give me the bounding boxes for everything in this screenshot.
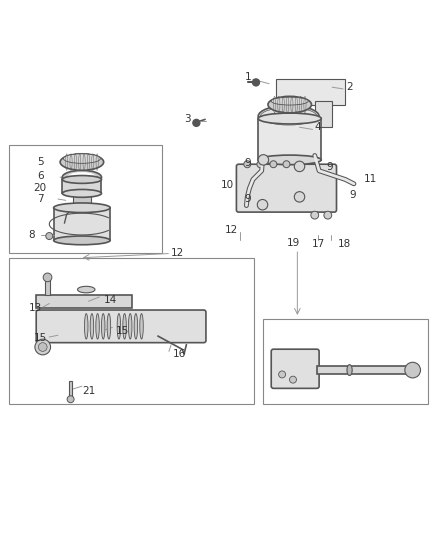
FancyBboxPatch shape (36, 310, 206, 343)
Ellipse shape (258, 106, 319, 127)
Ellipse shape (134, 313, 138, 339)
Circle shape (405, 362, 420, 378)
Bar (9, 144, 162, 254)
Circle shape (244, 161, 251, 168)
Bar (258, 118, 321, 160)
Ellipse shape (258, 155, 321, 165)
Text: 15: 15 (116, 326, 129, 336)
Ellipse shape (107, 313, 111, 339)
Ellipse shape (85, 313, 88, 339)
Circle shape (253, 79, 259, 86)
Circle shape (324, 211, 332, 219)
Circle shape (270, 161, 277, 168)
FancyBboxPatch shape (237, 164, 336, 212)
Circle shape (279, 371, 286, 378)
Text: 6: 6 (37, 172, 44, 181)
Circle shape (290, 376, 297, 383)
Bar (262, 319, 428, 403)
Ellipse shape (64, 154, 100, 163)
Bar (317, 366, 413, 374)
Text: 18: 18 (338, 239, 351, 249)
Ellipse shape (53, 203, 110, 213)
Circle shape (258, 155, 268, 165)
Bar (276, 79, 345, 106)
Ellipse shape (347, 365, 352, 376)
Bar (69, 381, 72, 398)
Ellipse shape (62, 189, 102, 197)
Text: 21: 21 (82, 385, 95, 395)
Text: 8: 8 (28, 230, 35, 240)
FancyBboxPatch shape (271, 349, 319, 389)
Ellipse shape (78, 286, 95, 293)
Text: 12: 12 (171, 248, 184, 259)
Circle shape (294, 192, 305, 202)
Circle shape (35, 339, 50, 355)
Ellipse shape (123, 313, 126, 339)
Circle shape (311, 211, 319, 219)
Circle shape (67, 396, 74, 403)
Text: 14: 14 (103, 295, 117, 305)
Text: 3: 3 (184, 114, 191, 124)
Text: 9: 9 (350, 190, 357, 200)
Text: 15: 15 (34, 333, 47, 343)
Ellipse shape (140, 313, 143, 339)
Text: 4: 4 (315, 122, 321, 132)
Circle shape (294, 161, 305, 172)
Ellipse shape (90, 313, 94, 339)
Bar (315, 101, 332, 127)
Text: 16: 16 (172, 349, 186, 359)
Ellipse shape (62, 175, 102, 183)
Ellipse shape (62, 171, 102, 184)
Text: 20: 20 (33, 183, 46, 193)
Circle shape (46, 232, 53, 239)
Bar (9, 258, 254, 403)
Bar (36, 295, 132, 308)
Text: 12: 12 (225, 224, 238, 235)
Text: 7: 7 (37, 194, 44, 204)
Text: 19: 19 (287, 238, 300, 248)
Bar (289, 101, 306, 127)
Text: 11: 11 (364, 174, 377, 184)
Bar (62, 180, 102, 193)
Ellipse shape (53, 236, 110, 245)
Ellipse shape (117, 313, 120, 339)
Text: 9: 9 (244, 194, 251, 204)
Circle shape (193, 119, 200, 126)
Text: 10: 10 (221, 180, 234, 190)
Ellipse shape (68, 173, 96, 182)
Circle shape (283, 161, 290, 168)
Circle shape (257, 161, 264, 168)
Circle shape (39, 343, 47, 351)
Circle shape (257, 199, 268, 210)
Ellipse shape (258, 113, 321, 124)
Text: 1: 1 (245, 72, 252, 82)
Text: 2: 2 (346, 82, 353, 92)
Circle shape (43, 273, 52, 282)
Ellipse shape (260, 108, 317, 125)
Ellipse shape (102, 313, 105, 339)
Text: 17: 17 (311, 239, 325, 249)
Ellipse shape (268, 96, 311, 113)
Ellipse shape (96, 313, 99, 339)
Text: 9: 9 (244, 158, 251, 168)
Ellipse shape (128, 313, 132, 339)
Ellipse shape (60, 154, 104, 171)
Text: 13: 13 (29, 303, 42, 313)
Bar (53, 208, 110, 240)
Bar (73, 193, 91, 204)
Bar (45, 277, 50, 295)
Text: 5: 5 (37, 157, 44, 167)
Ellipse shape (271, 97, 308, 105)
Text: 9: 9 (327, 162, 333, 172)
